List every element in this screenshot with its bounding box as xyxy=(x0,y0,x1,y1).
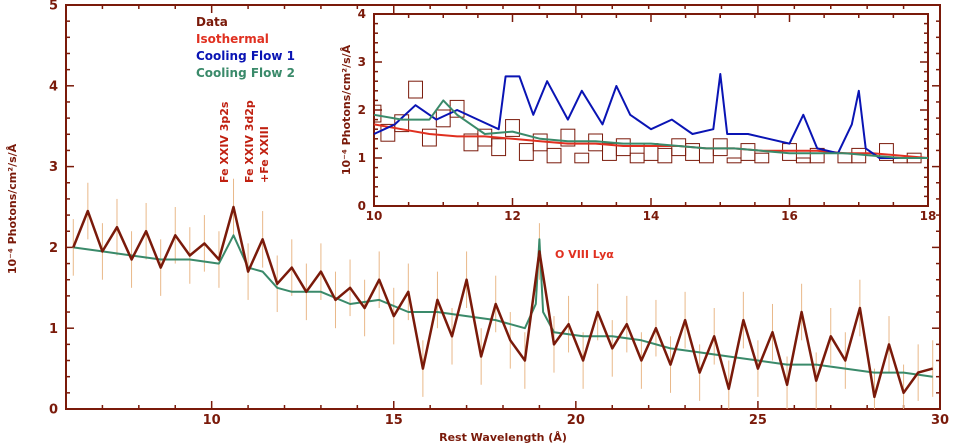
inset-y-tick-label: 4 xyxy=(358,7,366,21)
inset-x-tick-label: 16 xyxy=(781,209,798,223)
inset-x-tick-label: 14 xyxy=(643,209,660,223)
inset-data-bin xyxy=(546,147,562,164)
inset-data-bin xyxy=(491,138,507,157)
inset-series xyxy=(373,73,929,164)
main-x-tick-label: 25 xyxy=(749,413,767,428)
legend-cooling-flow-1: Cooling Flow 1 xyxy=(196,49,295,63)
annotation-o-viii-lya: O VIII Lyα xyxy=(555,248,614,261)
inset-background xyxy=(374,14,928,206)
main-x-tick-label: 30 xyxy=(931,413,949,428)
main-y-tick-label: 4 xyxy=(49,79,58,94)
annotation-fe-xxiv-3p2s: Fe XXIV 3p2s xyxy=(218,101,231,183)
legend: Data Isothermal Cooling Flow 1 Cooling F… xyxy=(196,15,295,80)
inset-data-bin xyxy=(518,143,534,161)
inset-data-bin xyxy=(373,104,382,123)
main-y-tick-label: 2 xyxy=(49,241,58,256)
inset-y-tick-label: 1 xyxy=(358,151,366,165)
inset-x-tick-label: 18 xyxy=(920,209,937,223)
legend-cooling-flow-2: Cooling Flow 2 xyxy=(196,66,295,80)
main-series-cooling-flow-2 xyxy=(73,234,933,378)
inset-y-axis-label: 10⁻⁴ Photons/cm²/s/Å xyxy=(340,44,353,175)
annotation-fe-xxiv-3d2p: Fe XXIV 3d2p xyxy=(243,100,256,183)
main-series-data xyxy=(72,205,934,399)
inset-data-bin xyxy=(574,152,590,164)
annotation-fe-xxiii: +Fe XXIII xyxy=(258,126,271,183)
main-x-tick-label: 10 xyxy=(203,413,221,428)
inset-data-bin xyxy=(712,138,728,157)
inset-y-tick-label: 0 xyxy=(358,199,366,213)
main-x-axis-label: Rest Wavelength (Å) xyxy=(439,431,567,444)
main-x-tick-label: 20 xyxy=(567,413,585,428)
inset-data-bin xyxy=(505,119,520,137)
legend-data: Data xyxy=(196,15,228,29)
inset-data-bin xyxy=(560,128,576,147)
main-y-tick-label: 5 xyxy=(49,0,58,14)
inset-data-bin xyxy=(740,143,756,161)
inset-data-bin xyxy=(421,128,437,147)
inset-y-tick-label: 2 xyxy=(358,103,366,117)
inset-series-cooling-flow-1 xyxy=(373,73,928,159)
inset-x-tick-label: 10 xyxy=(366,209,383,223)
inset-data-bin xyxy=(408,80,423,99)
main-series xyxy=(72,178,934,409)
main-y-axis-label: 10⁻⁴ Photons/cm²/s/Å xyxy=(6,143,19,274)
inset-data-bin xyxy=(754,152,770,164)
main-y-tick-label: 0 xyxy=(49,403,58,418)
legend-isothermal: Isothermal xyxy=(196,32,269,46)
inset-data-bin xyxy=(380,123,396,142)
inset-data-bin xyxy=(435,109,451,128)
main-y-tick-label: 1 xyxy=(49,322,58,337)
inset-y-tick-label: 3 xyxy=(358,55,366,69)
inset-x-tick-label: 12 xyxy=(504,209,521,223)
inset-data-bin xyxy=(879,143,894,161)
inset-series-cooling-flow-2 xyxy=(373,99,928,159)
main-x-tick-label: 15 xyxy=(385,413,403,428)
main-y-tick-label: 3 xyxy=(49,160,58,175)
inset-data-bin xyxy=(615,138,631,157)
